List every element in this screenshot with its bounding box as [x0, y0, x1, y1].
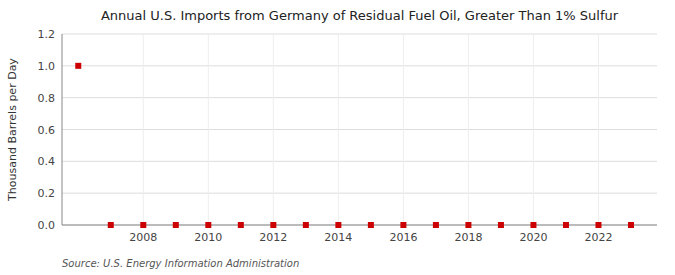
y-tick-label: 0.4 — [38, 155, 56, 168]
x-tick-label: 2014 — [324, 231, 352, 244]
y-tick-label: 0.0 — [38, 219, 56, 232]
grid — [62, 34, 657, 225]
point — [238, 222, 244, 228]
y-tick-label: 1.2 — [38, 28, 56, 41]
points — [75, 63, 634, 228]
point — [270, 222, 276, 228]
x-tick-label: 2012 — [259, 231, 287, 244]
point — [433, 222, 439, 228]
x-tick-label: 2022 — [584, 231, 612, 244]
y-tick-label: 0.2 — [38, 187, 56, 200]
point — [303, 222, 309, 228]
point — [400, 222, 406, 228]
y-grid-line — [62, 193, 657, 194]
point — [108, 222, 114, 228]
x-grid-line — [533, 34, 534, 225]
y-tick-label: 0.8 — [38, 92, 56, 105]
x-grid-line — [273, 34, 274, 225]
point — [465, 222, 471, 228]
x-tick-label: 2010 — [194, 231, 222, 244]
x-grid-line — [468, 34, 469, 225]
point — [595, 222, 601, 228]
point — [368, 222, 374, 228]
x-grid-line — [403, 34, 404, 225]
y-grid-line — [62, 34, 657, 35]
annotation: Source: U.S. Energy Information Administ… — [62, 258, 299, 269]
x-tick-label: 2008 — [129, 231, 157, 244]
point — [498, 222, 504, 228]
y-grid-line — [62, 65, 657, 66]
point — [628, 222, 634, 228]
x-grid-line — [143, 34, 144, 225]
point — [205, 222, 211, 228]
x-tick-label: 2018 — [454, 231, 482, 244]
y-grid-line — [62, 161, 657, 162]
x-grid-line — [338, 34, 339, 225]
x-tick-label: 2016 — [389, 231, 417, 244]
x-tick-label: 2020 — [519, 231, 547, 244]
y-axis-label: Thousand Barrels per Day — [6, 58, 19, 202]
chart: Annual U.S. Imports from Germany of Resi… — [0, 0, 675, 275]
y-grid-line — [62, 97, 657, 98]
x-grid-line — [208, 34, 209, 225]
point — [563, 222, 569, 228]
point — [530, 222, 536, 228]
point — [173, 222, 179, 228]
x-grid-line — [598, 34, 599, 225]
title: Annual U.S. Imports from Germany of Resi… — [101, 8, 619, 23]
y-tick-label: 1.0 — [38, 60, 56, 73]
y-axis-line — [62, 34, 63, 225]
point — [75, 63, 81, 69]
y-tick-label: 0.6 — [38, 124, 56, 137]
point — [335, 222, 341, 228]
point — [140, 222, 146, 228]
y-grid-line — [62, 129, 657, 130]
